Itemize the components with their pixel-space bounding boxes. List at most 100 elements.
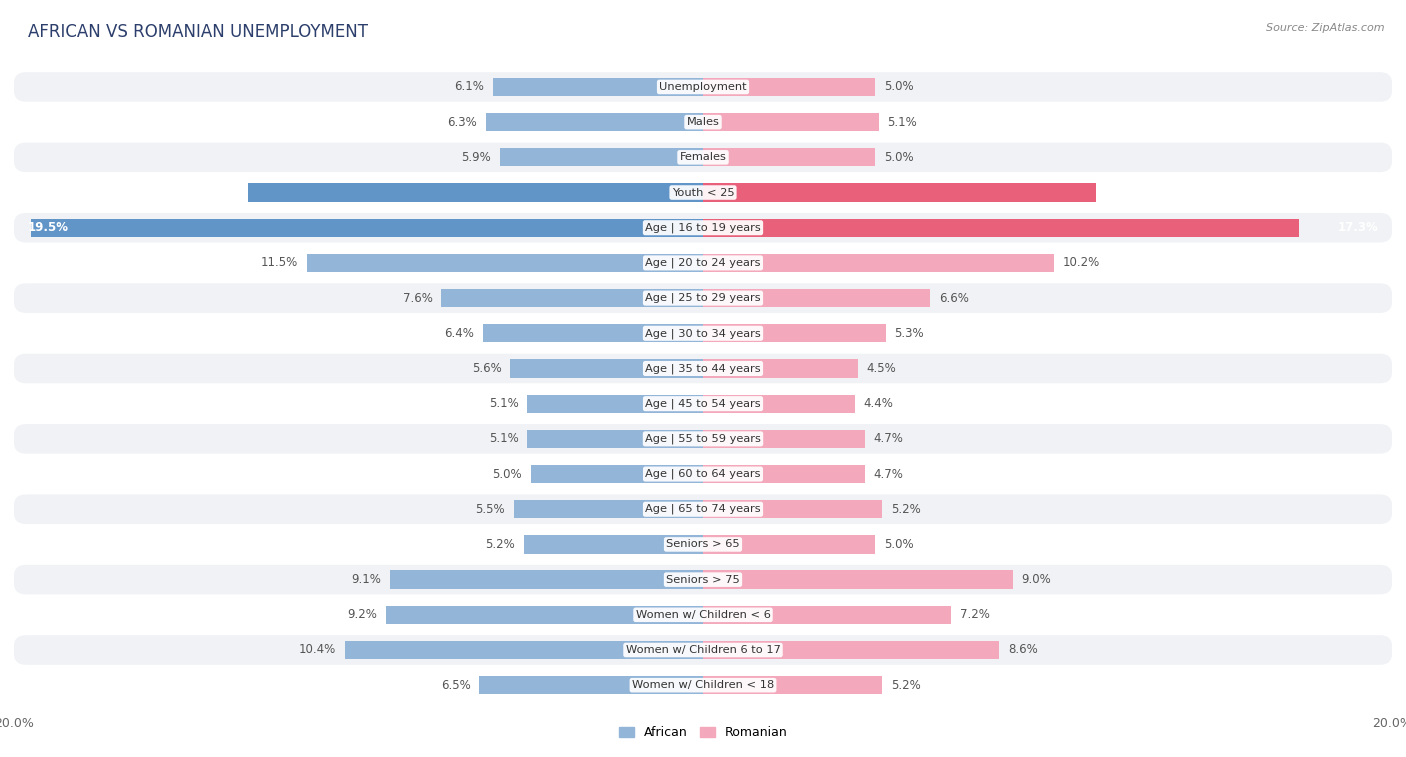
FancyBboxPatch shape <box>14 424 1392 453</box>
FancyBboxPatch shape <box>14 178 1392 207</box>
Text: 6.5%: 6.5% <box>440 679 471 692</box>
FancyBboxPatch shape <box>14 248 1392 278</box>
Bar <box>527 394 703 413</box>
Text: Age | 30 to 34 years: Age | 30 to 34 years <box>645 328 761 338</box>
Text: Age | 65 to 74 years: Age | 65 to 74 years <box>645 504 761 515</box>
Text: 5.1%: 5.1% <box>887 116 917 129</box>
Text: 4.7%: 4.7% <box>873 468 904 481</box>
Text: 6.6%: 6.6% <box>939 291 969 304</box>
Bar <box>703 219 1299 237</box>
Text: Age | 16 to 19 years: Age | 16 to 19 years <box>645 223 761 233</box>
Text: 7.6%: 7.6% <box>402 291 433 304</box>
Text: Age | 25 to 29 years: Age | 25 to 29 years <box>645 293 761 304</box>
Text: 9.1%: 9.1% <box>352 573 381 586</box>
Bar <box>510 360 703 378</box>
FancyBboxPatch shape <box>14 600 1392 630</box>
Bar <box>513 500 703 519</box>
Text: Females: Females <box>679 152 727 162</box>
Bar <box>387 606 703 624</box>
FancyBboxPatch shape <box>14 565 1392 594</box>
Text: AFRICAN VS ROMANIAN UNEMPLOYMENT: AFRICAN VS ROMANIAN UNEMPLOYMENT <box>28 23 368 41</box>
Text: Seniors > 65: Seniors > 65 <box>666 540 740 550</box>
FancyBboxPatch shape <box>14 142 1392 172</box>
Text: Age | 35 to 44 years: Age | 35 to 44 years <box>645 363 761 374</box>
Bar <box>703 183 1095 201</box>
Text: 19.5%: 19.5% <box>28 221 69 234</box>
FancyBboxPatch shape <box>14 107 1392 137</box>
FancyBboxPatch shape <box>14 530 1392 559</box>
Bar <box>703 641 1000 659</box>
FancyBboxPatch shape <box>14 494 1392 524</box>
Bar <box>703 113 879 131</box>
Bar <box>249 183 703 201</box>
Text: 5.0%: 5.0% <box>884 538 914 551</box>
Text: Age | 55 to 59 years: Age | 55 to 59 years <box>645 434 761 444</box>
Legend: African, Romanian: African, Romanian <box>613 721 793 744</box>
Text: 9.2%: 9.2% <box>347 609 377 621</box>
Text: 5.0%: 5.0% <box>492 468 522 481</box>
FancyBboxPatch shape <box>14 72 1392 101</box>
Text: 5.3%: 5.3% <box>894 327 924 340</box>
Text: 4.7%: 4.7% <box>873 432 904 445</box>
Text: 5.1%: 5.1% <box>489 397 519 410</box>
Bar <box>31 219 703 237</box>
Text: Males: Males <box>686 117 720 127</box>
Bar <box>703 360 858 378</box>
Bar <box>531 465 703 483</box>
Text: 5.2%: 5.2% <box>485 538 515 551</box>
Text: 8.6%: 8.6% <box>1008 643 1038 656</box>
Text: Age | 20 to 24 years: Age | 20 to 24 years <box>645 257 761 268</box>
Text: 10.4%: 10.4% <box>299 643 336 656</box>
Text: 11.4%: 11.4% <box>1337 186 1378 199</box>
Text: 5.1%: 5.1% <box>489 432 519 445</box>
Text: 6.3%: 6.3% <box>447 116 478 129</box>
FancyBboxPatch shape <box>14 635 1392 665</box>
Text: Unemployment: Unemployment <box>659 82 747 92</box>
Text: 10.2%: 10.2% <box>1063 257 1101 269</box>
Bar <box>479 676 703 694</box>
Text: 13.2%: 13.2% <box>28 186 69 199</box>
Text: Women w/ Children < 18: Women w/ Children < 18 <box>631 681 775 690</box>
Bar <box>524 535 703 553</box>
Bar <box>703 289 931 307</box>
Text: 4.4%: 4.4% <box>863 397 893 410</box>
FancyBboxPatch shape <box>14 354 1392 383</box>
Bar <box>389 571 703 589</box>
Bar <box>494 78 703 96</box>
Bar <box>703 394 855 413</box>
Text: Age | 45 to 54 years: Age | 45 to 54 years <box>645 398 761 409</box>
Bar <box>703 324 886 342</box>
Bar <box>703 254 1054 272</box>
Text: 6.1%: 6.1% <box>454 80 484 93</box>
Bar <box>703 78 875 96</box>
FancyBboxPatch shape <box>14 389 1392 419</box>
Bar <box>527 430 703 448</box>
Text: Women w/ Children < 6: Women w/ Children < 6 <box>636 610 770 620</box>
Bar <box>703 606 950 624</box>
Bar <box>703 465 865 483</box>
Text: 4.5%: 4.5% <box>866 362 897 375</box>
Bar <box>307 254 703 272</box>
Text: 5.9%: 5.9% <box>461 151 491 164</box>
Text: 5.0%: 5.0% <box>884 151 914 164</box>
Text: Women w/ Children 6 to 17: Women w/ Children 6 to 17 <box>626 645 780 655</box>
Bar <box>344 641 703 659</box>
Bar <box>703 148 875 167</box>
Text: Seniors > 75: Seniors > 75 <box>666 575 740 584</box>
Bar <box>703 676 882 694</box>
Text: Youth < 25: Youth < 25 <box>672 188 734 198</box>
Text: 7.2%: 7.2% <box>960 609 990 621</box>
FancyBboxPatch shape <box>14 319 1392 348</box>
Text: 5.6%: 5.6% <box>472 362 502 375</box>
Bar <box>486 113 703 131</box>
FancyBboxPatch shape <box>14 459 1392 489</box>
Text: 6.4%: 6.4% <box>444 327 474 340</box>
FancyBboxPatch shape <box>14 283 1392 313</box>
Bar <box>441 289 703 307</box>
Text: 5.0%: 5.0% <box>884 80 914 93</box>
Bar <box>703 430 865 448</box>
Text: Age | 60 to 64 years: Age | 60 to 64 years <box>645 469 761 479</box>
Text: 5.2%: 5.2% <box>891 503 921 516</box>
FancyBboxPatch shape <box>14 671 1392 700</box>
Bar <box>703 500 882 519</box>
